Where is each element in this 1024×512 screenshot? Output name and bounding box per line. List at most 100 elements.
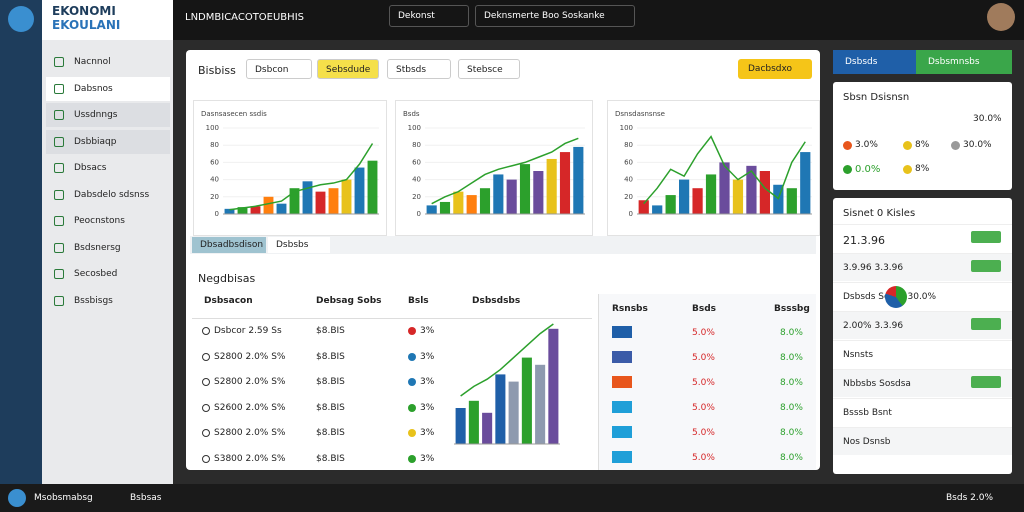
- start-button[interactable]: [8, 489, 26, 507]
- dropdown[interactable]: Deknsmerte Boo Soskanke: [475, 5, 635, 27]
- card: Sisnet 0 Kisles 21.3.96 3.9.96 3.3.96 Dsbs…: [833, 198, 1012, 474]
- menu-item[interactable]: Bsdsnersg: [74, 242, 121, 253]
- list-text: Nos Dsnsb: [843, 437, 891, 447]
- bar: [746, 165, 757, 214]
- menu-item[interactable]: Secosbed: [74, 269, 118, 279]
- y-tick-label: 60: [624, 158, 633, 166]
- filter-dropdown[interactable]: Dsbcon: [246, 59, 312, 79]
- taskbar-item[interactable]: Bsbsas: [130, 493, 162, 503]
- bar: [692, 188, 703, 214]
- menu-item[interactable]: Ussdnngs: [46, 103, 170, 127]
- bar: [354, 167, 365, 214]
- menu-icon: [54, 216, 64, 226]
- bar: [548, 328, 559, 444]
- menu-icon: [54, 83, 64, 94]
- button[interactable]: Dsbsds: [833, 50, 916, 74]
- row-icon: [202, 327, 210, 335]
- list-row: [833, 282, 1012, 310]
- toggle[interactable]: [971, 260, 1001, 272]
- bar: [302, 181, 313, 214]
- card-value: 30.0%: [973, 114, 1002, 124]
- column-header: Bsssbg: [774, 304, 810, 314]
- table-cell: S2800 2.0% S%: [214, 377, 286, 387]
- chart-title: Dasnsasecen ssdis: [201, 110, 267, 118]
- bar: [732, 179, 744, 214]
- y-tick-label: 80: [624, 141, 633, 149]
- tab[interactable]: Dbsadbsdison: [192, 237, 266, 253]
- logo: EKONOMI EKOULANI: [42, 0, 173, 40]
- taskbar-item[interactable]: Msobsmabsg: [34, 493, 93, 503]
- toggle[interactable]: [971, 376, 1001, 388]
- sidebar: Nacnnol Dabsnos Ussdnngs Dsbbiaqp Dbsacs Dabs…: [42, 40, 173, 484]
- summary-value: 5.0%: [692, 353, 715, 363]
- main-panel: Bisbiss Dacbsdxo Negdbisas Dsbcon Sebsdud…: [186, 50, 820, 470]
- menu-item[interactable]: Dabsdelo sdsnss: [74, 189, 150, 200]
- table-cell: $8.BIS: [316, 428, 345, 438]
- bar: [455, 408, 466, 444]
- logo-icon[interactable]: [8, 6, 34, 32]
- status-dot: [408, 378, 416, 386]
- bar: [250, 206, 261, 214]
- bar: [328, 188, 339, 214]
- bar: [453, 191, 464, 214]
- column-header: Bsds: [692, 304, 717, 314]
- column-header: Dsbsdsbs: [472, 296, 521, 306]
- y-tick-label: 40: [210, 176, 219, 184]
- filter-dropdown[interactable]: Stbsds: [387, 59, 451, 79]
- bar: [276, 203, 287, 214]
- table-cell: $8.BIS: [316, 377, 345, 387]
- stat-icon: [903, 165, 912, 174]
- action-button[interactable]: Dacbsdxo: [738, 59, 812, 79]
- bar: [466, 195, 477, 214]
- menu-item[interactable]: Peocnstons: [74, 216, 125, 226]
- menu-item[interactable]: Dsbbiaqp: [46, 129, 170, 154]
- stat-icon: [843, 165, 852, 174]
- bar: [638, 200, 649, 214]
- right-column: Dsbsds Dsbsmnsbs Sbsn Dsisnsn 30.0% 3.0%…: [833, 50, 1012, 474]
- taskbar-item[interactable]: Bsds 2.0%: [946, 493, 993, 503]
- status-dot: [408, 352, 416, 361]
- menu-icon: [54, 136, 64, 147]
- chart: Dsnsdasnsnse 0 20 40 60 80 100: [607, 100, 820, 236]
- menu-icon: [54, 295, 64, 306]
- filter-dropdown[interactable]: Sebsdude: [317, 59, 379, 79]
- table-title: Negdbisas: [198, 272, 256, 285]
- stat: 3.0%: [855, 140, 878, 150]
- trend-line: [460, 323, 554, 397]
- status-dot: [408, 403, 416, 412]
- column-header: Bsls: [408, 296, 429, 306]
- chart-title: Bsds: [403, 110, 420, 118]
- trend-line: [229, 143, 374, 211]
- button[interactable]: Dsbsmnsbs: [916, 50, 1012, 74]
- top-bar: LNDMBICACOTOEUBHIS Dekonst Deknsmerte Bo…: [173, 0, 1024, 40]
- list-text: Bsssb Bsnt: [843, 408, 892, 418]
- menu-item[interactable]: Nacnnol: [74, 57, 111, 67]
- table-cell: $8.BIS: [316, 453, 345, 464]
- table-cell: S3800 2.0% S%: [214, 453, 286, 464]
- summary-value: 8.0%: [780, 328, 803, 338]
- list-row: [833, 427, 1012, 455]
- y-tick-label: 40: [624, 176, 633, 184]
- tab[interactable]: Dsbsbs: [268, 237, 330, 253]
- toggle[interactable]: [971, 318, 1001, 330]
- list-text: 2.00% 3.3.96: [843, 321, 904, 331]
- dropdown[interactable]: Dekonst: [389, 5, 469, 27]
- menu-item[interactable]: Dbsacs: [74, 163, 107, 173]
- menu-item[interactable]: Bssbisgs: [74, 295, 113, 306]
- avatar[interactable]: [987, 3, 1015, 31]
- summary-panel: [598, 294, 816, 470]
- filter-dropdown[interactable]: Stebsce: [458, 59, 520, 79]
- table-cell: S2600 2.0% S%: [214, 402, 286, 413]
- menu-item[interactable]: Dabsnos: [46, 76, 170, 101]
- menu-icon: [54, 110, 64, 120]
- table-cell: $8.BIS: [316, 402, 345, 413]
- toggle[interactable]: [971, 231, 1001, 243]
- stat: 30.0%: [963, 140, 992, 150]
- status-dot: [408, 454, 416, 463]
- divider: [192, 318, 592, 319]
- menu-icon: [54, 189, 64, 200]
- table-cell: 3%: [420, 377, 435, 387]
- list-text: 3.9.96 3.3.96: [843, 263, 904, 273]
- card-title: Sisnet 0 Kisles: [843, 208, 916, 219]
